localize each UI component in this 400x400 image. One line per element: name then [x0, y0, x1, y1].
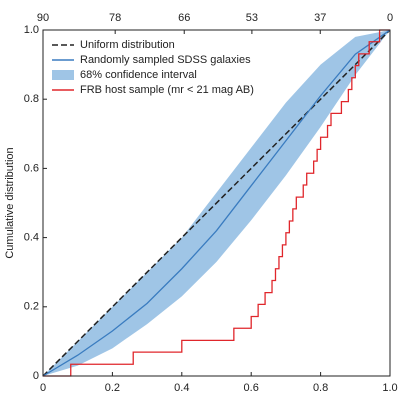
y-tick-label: 0.6: [24, 162, 39, 174]
top-tick-label: 37: [314, 12, 326, 24]
legend-label: FRB host sample (mr < 21 mag AB): [80, 84, 254, 96]
x-tick-label: 0.6: [244, 382, 259, 394]
top-tick-label: 53: [246, 12, 258, 24]
top-tick-label: 66: [178, 12, 190, 24]
solid-line: [42, 29, 391, 377]
y-tick-label: 0.2: [24, 301, 39, 313]
y-tick-label: 0.8: [24, 93, 39, 105]
y-axis-label: Cumulative distribution: [4, 147, 16, 258]
plot-frame: [42, 29, 391, 377]
x-tick-label: 1.0: [382, 382, 397, 394]
y-tick-label: 1.0: [24, 24, 39, 36]
x-tick-label: 0.4: [174, 382, 189, 394]
x-tick-label: 0: [40, 382, 46, 394]
legend-label: Uniform distribution: [80, 39, 175, 51]
step-line: [43, 29, 390, 377]
y-tick-label: 0.4: [24, 232, 39, 244]
legend-label: 68% confidence interval: [80, 69, 197, 81]
top-tick-label: 90: [37, 12, 49, 24]
x-tick-label: 0.8: [313, 382, 328, 394]
legend-swatch: [52, 70, 74, 80]
legend-label: Randomly sampled SDSS galaxies: [80, 54, 251, 66]
y-tick-label: 0: [33, 370, 39, 382]
dashed-line: [42, 29, 391, 377]
top-tick-label: 0: [387, 12, 393, 24]
x-tick-label: 0.2: [105, 382, 120, 394]
top-tick-label: 78: [109, 12, 121, 24]
